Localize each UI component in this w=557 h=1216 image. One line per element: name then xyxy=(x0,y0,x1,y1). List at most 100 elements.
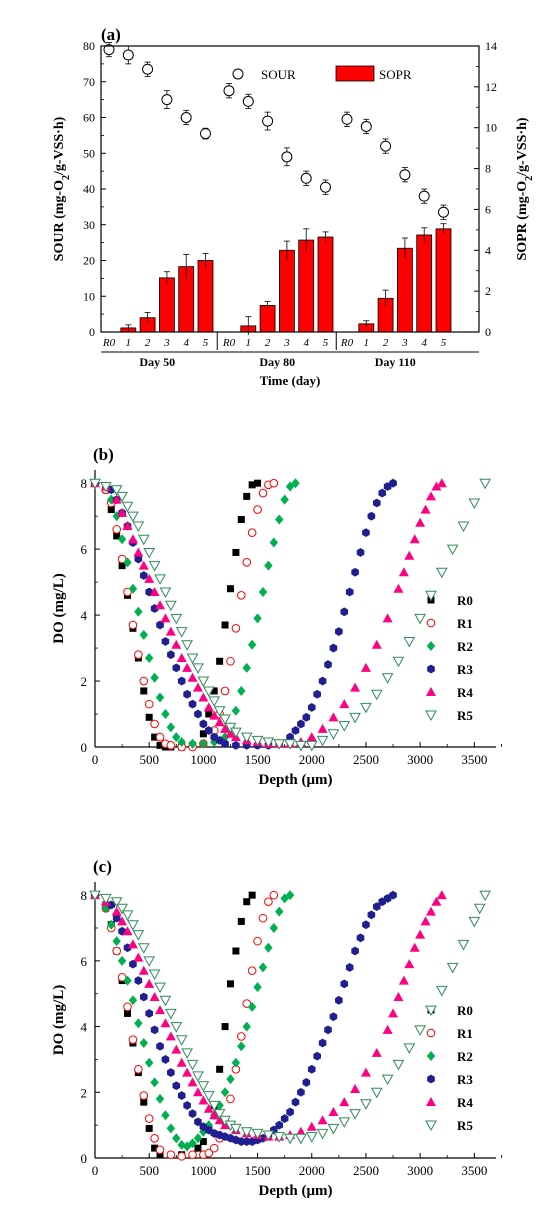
data-point-diamond xyxy=(269,537,279,548)
data-point-circle xyxy=(150,1133,159,1143)
data-point-down-triangle xyxy=(316,735,329,747)
data-point-triangle xyxy=(138,560,149,570)
sopr-bar xyxy=(435,228,452,333)
data-point-diamond xyxy=(188,738,197,749)
y-tick-label-c: 0 xyxy=(81,1151,88,1166)
data-point-hexagon xyxy=(297,719,305,729)
data-point-down-triangle xyxy=(202,686,215,697)
legend-label-r0: R0 xyxy=(457,1003,473,1018)
data-point-down-triangle xyxy=(468,916,481,928)
data-point-triangle xyxy=(203,1103,214,1113)
data-point-down-triangle xyxy=(370,1087,383,1099)
legend-label-r1: R1 xyxy=(457,1026,473,1041)
data-point-diamond xyxy=(215,1100,224,1111)
data-point-hexagon xyxy=(134,554,143,564)
data-point-circle xyxy=(231,623,241,633)
x-tick-label-b: 0 xyxy=(92,752,99,767)
data-point-down-triangle xyxy=(121,910,134,921)
x-category-label-a: 5 xyxy=(323,337,329,349)
y-tick-label-c: 2 xyxy=(81,1085,88,1100)
sour-point xyxy=(161,94,173,106)
sour-point xyxy=(360,120,372,132)
data-point-hexagon xyxy=(286,1107,294,1117)
data-point-square xyxy=(226,980,234,988)
data-point-down-triangle xyxy=(99,893,112,905)
data-point-circle xyxy=(226,656,235,666)
legend-label-r5: R5 xyxy=(457,1118,473,1133)
data-point-triangle xyxy=(149,587,160,597)
data-point-diamond xyxy=(155,692,165,703)
data-point-square xyxy=(145,1124,153,1132)
data-point-hexagon xyxy=(139,571,148,580)
data-point-triangle xyxy=(225,728,236,738)
sour-point xyxy=(418,190,430,202)
data-point-down-triangle xyxy=(110,897,123,908)
data-point-down-triangle xyxy=(479,890,492,902)
data-point-triangle xyxy=(192,682,203,692)
data-point-triangle xyxy=(436,890,447,900)
data-point-diamond xyxy=(269,923,279,933)
data-point-triangle xyxy=(398,975,409,985)
data-point-triangle xyxy=(398,567,409,577)
y2-tick-label-a: 6 xyxy=(485,202,491,216)
data-point-down-triangle xyxy=(181,640,193,651)
data-point-square xyxy=(194,1144,202,1152)
data-point-down-triangle xyxy=(446,962,459,974)
data-point-hexagon xyxy=(172,1081,181,1091)
data-point-down-triangle xyxy=(116,903,128,915)
sour-point xyxy=(341,113,353,125)
data-point-square xyxy=(156,1151,164,1159)
data-point-hexagon xyxy=(194,1117,202,1127)
sour-point xyxy=(103,44,115,56)
data-point-down-triangle xyxy=(349,1109,361,1120)
sour-point xyxy=(200,128,211,140)
sopr-bar xyxy=(298,239,315,333)
data-point-down-triangle xyxy=(446,544,459,556)
legend-label-r0: R0 xyxy=(457,593,473,608)
data-point-down-triangle xyxy=(159,995,172,1007)
data-point-square xyxy=(221,621,229,629)
data-point-down-triangle xyxy=(392,1059,405,1071)
data-point-hexagon xyxy=(194,709,202,719)
data-point-circle xyxy=(128,620,138,630)
data-point-circle xyxy=(112,946,121,956)
sour-point xyxy=(438,206,449,218)
legend-label-r2: R2 xyxy=(457,639,473,654)
data-point-circle xyxy=(128,1035,138,1045)
data-point-triangle xyxy=(420,916,431,926)
data-point-triangle xyxy=(127,534,138,544)
data-point-triangle xyxy=(133,952,144,962)
data-point-down-triangle xyxy=(175,1035,188,1046)
data-point-diamond xyxy=(226,1074,235,1085)
data-point-circle xyxy=(150,719,159,729)
legend-sopr-marker xyxy=(335,65,375,82)
x-axis-label-c: Depth (μm) xyxy=(259,1183,333,1199)
data-point-diamond xyxy=(253,613,262,624)
data-point-hexagon xyxy=(367,910,376,920)
data-point-hexagon xyxy=(183,1101,191,1110)
y-axis-label-a: SOUR (mg-O2/g-VSS·h) xyxy=(52,116,72,261)
data-point-hexagon xyxy=(188,699,197,709)
series-r3 xyxy=(91,890,397,1146)
data-point-down-triangle xyxy=(262,1130,275,1142)
data-point-diamond xyxy=(275,514,284,525)
data-point-down-triangle xyxy=(192,663,204,674)
data-point-square xyxy=(140,687,148,695)
data-point-hexagon xyxy=(372,498,381,508)
data-point-circle xyxy=(242,558,252,567)
data-point-diamond xyxy=(231,1057,241,1068)
data-point-hexagon xyxy=(161,637,170,646)
data-point-diamond xyxy=(155,1093,165,1104)
data-point-diamond xyxy=(172,732,181,743)
data-point-down-triangle xyxy=(213,1109,226,1120)
data-point-triangle xyxy=(176,652,187,662)
sour-point xyxy=(180,112,192,123)
data-point-down-triangle xyxy=(154,574,166,585)
data-point-circle xyxy=(112,525,121,534)
data-point-circle xyxy=(123,587,132,597)
data-point-hexagon xyxy=(351,946,359,956)
y-axis-label-b: DO (mg/L) xyxy=(51,573,67,643)
data-point-diamond xyxy=(134,606,143,617)
data-point-circle xyxy=(117,554,127,564)
data-point-down-triangle xyxy=(132,521,145,533)
